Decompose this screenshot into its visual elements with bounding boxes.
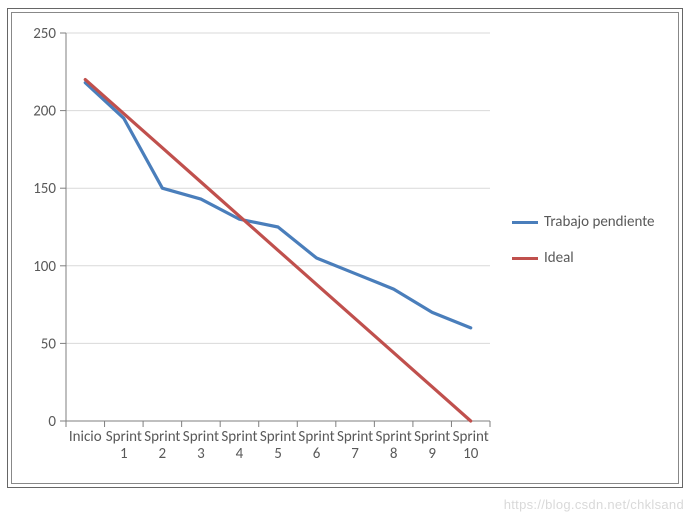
x-tick-label: Sprint7 <box>337 428 373 463</box>
legend: Trabajo pendiente Ideal <box>512 213 655 267</box>
chart-inner-border: 050100150200250InicioSprint1Sprint2Sprin… <box>11 12 679 484</box>
y-tick-label: 50 <box>41 335 57 353</box>
x-tick-label: Sprint6 <box>298 428 334 463</box>
y-tick-label: 250 <box>33 25 56 43</box>
x-tick-label: Sprint10 <box>453 428 489 463</box>
x-tick-label: Sprint9 <box>414 428 450 463</box>
x-tick-label: Sprint3 <box>183 428 219 463</box>
x-tick-label: Sprint4 <box>221 428 257 463</box>
y-tick-label: 150 <box>33 180 56 198</box>
y-tick-label: 200 <box>33 103 56 121</box>
y-tick-label: 100 <box>33 258 56 276</box>
series-line <box>85 80 470 421</box>
y-tick-label: 0 <box>48 413 56 431</box>
x-tick-label: Sprint2 <box>144 428 180 463</box>
legend-label: Trabajo pendiente <box>544 213 655 231</box>
legend-item: Trabajo pendiente <box>512 213 655 231</box>
x-tick-label: Sprint5 <box>260 428 296 463</box>
burndown-chart: 050100150200250InicioSprint1Sprint2Sprin… <box>12 13 500 469</box>
legend-swatch <box>512 257 538 260</box>
legend-label: Ideal <box>544 249 574 267</box>
series-line <box>85 83 470 328</box>
legend-item: Ideal <box>512 249 655 267</box>
watermark: https://blog.csdn.net/chklsand <box>504 497 684 512</box>
x-tick-label: Sprint1 <box>106 428 142 463</box>
chart-outer-border: 050100150200250InicioSprint1Sprint2Sprin… <box>7 8 683 488</box>
x-tick-label: Inicio <box>69 428 102 446</box>
legend-swatch <box>512 221 538 224</box>
x-tick-label: Sprint8 <box>376 428 412 463</box>
